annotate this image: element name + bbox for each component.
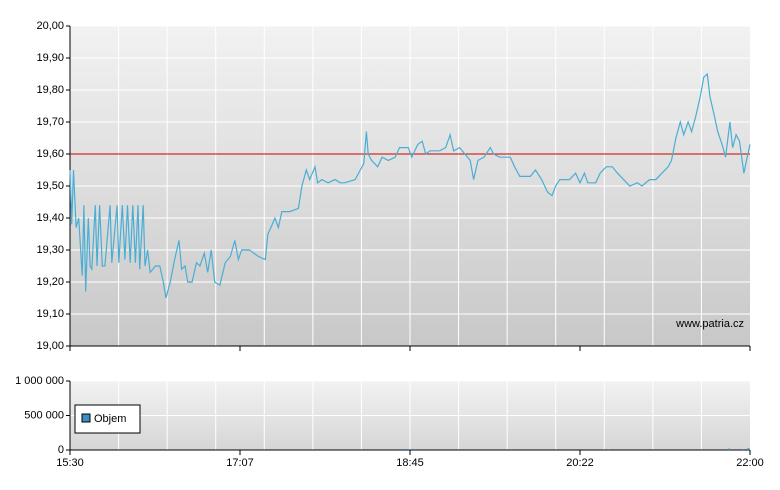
volume-bar (747, 448, 750, 450)
x-tick-label: 17:07 (226, 457, 254, 469)
legend-swatch (81, 413, 91, 423)
price-line (69, 72, 751, 299)
watermark: www.patria.cz (675, 318, 744, 330)
y-tick-label: 19,10 (36, 308, 64, 320)
y-tick-label: 19,60 (36, 148, 64, 160)
y-tick-label: 19,00 (36, 340, 64, 352)
volume-bar (510, 449, 513, 450)
x-tick-label: 22:00 (736, 457, 764, 469)
y-tick-label: 20,00 (36, 20, 64, 32)
y-tick-label: 19,90 (36, 52, 64, 64)
y-tick-label: 19,80 (36, 84, 64, 96)
y-tick-label: 19,40 (36, 212, 64, 224)
volume-bar (414, 449, 417, 450)
y-tick-label: 19,30 (36, 244, 64, 256)
volume-bar (607, 449, 610, 450)
legend-label: Objem (94, 413, 126, 425)
y-tick-label: 500 000 (24, 409, 64, 421)
volume-bar (742, 448, 745, 450)
x-tick-label: 15:30 (56, 457, 84, 469)
x-tick-label: 20:22 (566, 457, 594, 469)
y-tick-label: 19,70 (36, 116, 64, 128)
volume-bar (407, 449, 410, 450)
y-tick-label: 1 000 000 (15, 375, 64, 387)
y-tick-label: 19,50 (36, 180, 64, 192)
y-tick-label: 0 (58, 444, 64, 456)
y-tick-label: 19,20 (36, 276, 64, 288)
volume-bar (728, 448, 731, 450)
x-tick-label: 18:45 (396, 457, 424, 469)
